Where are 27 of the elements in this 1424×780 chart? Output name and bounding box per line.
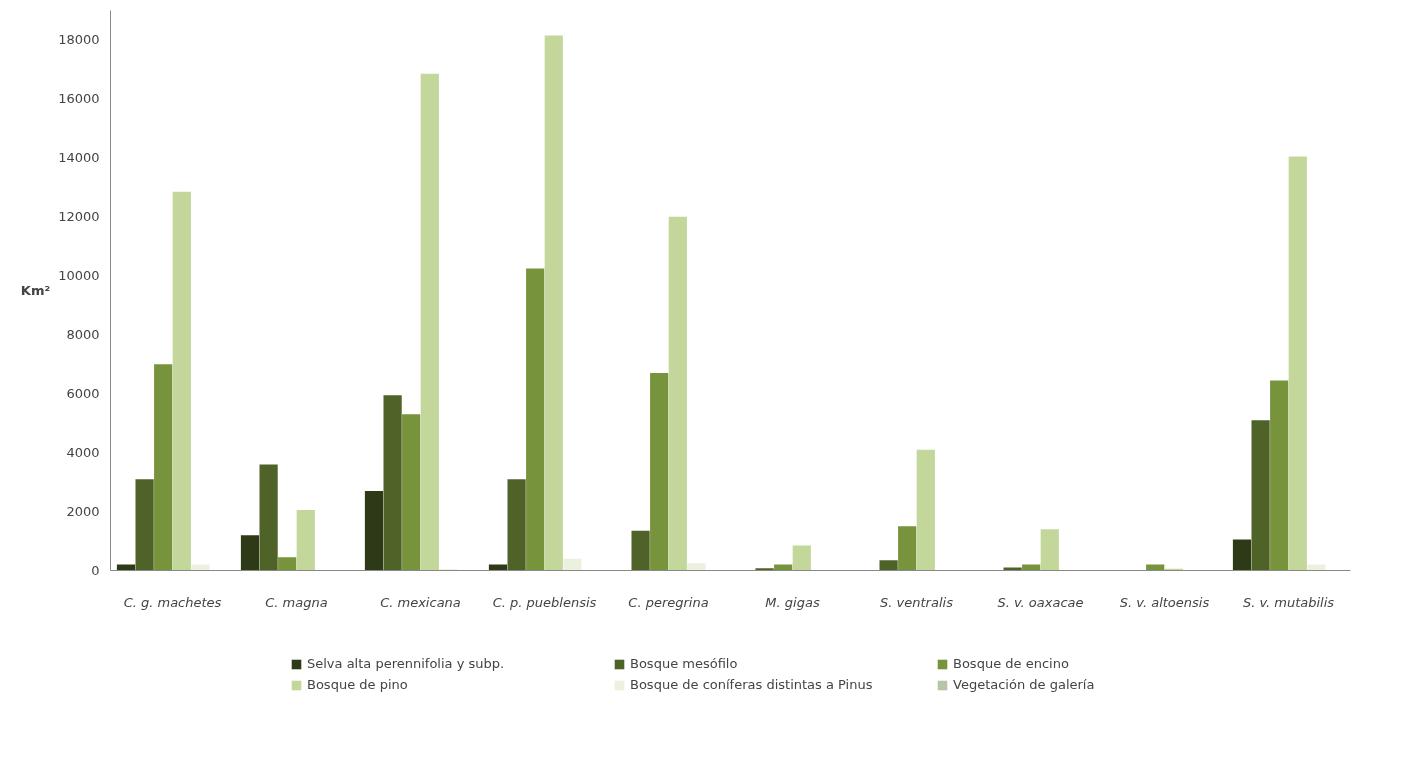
y-tick-label: 2000 <box>66 504 100 520</box>
x-tick-label: C. peregrina <box>628 594 709 610</box>
y-tick-label: 10000 <box>58 268 100 284</box>
x-tick-label: S. ventralis <box>880 594 954 610</box>
y-tick-label: 6000 <box>66 386 100 402</box>
y-axis-title: Km² <box>20 283 51 298</box>
x-tick-label: S. v. oaxacae <box>997 594 1084 610</box>
x-tick-label: S. v. mutabilis <box>1242 594 1335 610</box>
legend-label: Bosque de pino <box>307 677 409 692</box>
y-tick-label: 16000 <box>58 91 100 107</box>
y-tick-label: 0 <box>91 563 100 578</box>
legend-label: Bosque de coníferas distintas a Pinus <box>630 677 874 692</box>
legend-label: Bosque de encino <box>953 656 1070 671</box>
legend-label: Selva alta perennifolia y subp. <box>307 656 506 671</box>
y-tick-label: 4000 <box>66 445 100 461</box>
y-tick-label: 18000 <box>58 32 100 48</box>
y-tick-label: 8000 <box>66 327 100 343</box>
y-tick-label: 12000 <box>58 209 100 225</box>
x-tick-label: C. magna <box>265 594 328 610</box>
legend-label: Bosque mesófilo <box>630 656 739 671</box>
x-tick-label: C. g. machetes <box>123 594 222 610</box>
x-tick-label: S. v. altoensis <box>1119 594 1210 610</box>
x-tick-label: C. p. pueblensis <box>492 594 597 610</box>
y-tick-label: 14000 <box>58 150 100 166</box>
x-tick-label: C. mexicana <box>380 594 461 610</box>
legend-label: Vegetación de galería <box>953 677 1096 692</box>
x-tick-label: M. gigas <box>765 594 820 610</box>
